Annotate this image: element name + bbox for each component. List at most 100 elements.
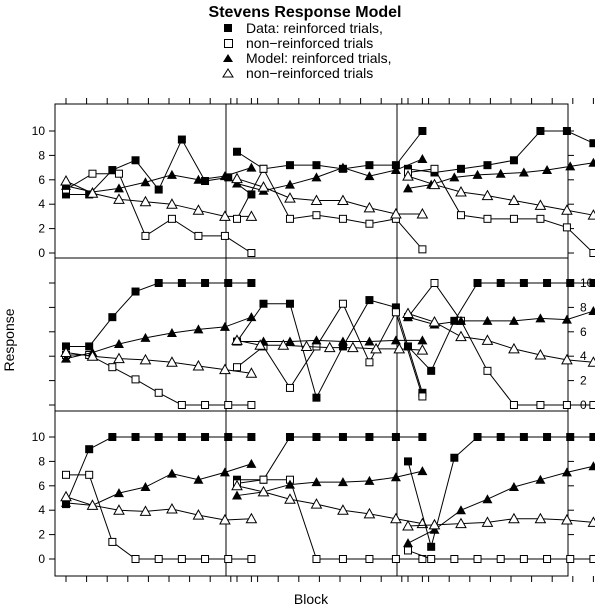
data-point-nonreinforced bbox=[233, 363, 241, 372]
model-point-reinforced bbox=[113, 339, 124, 348]
data-point-reinforced bbox=[427, 542, 436, 551]
model-point-nonreinforced bbox=[231, 172, 243, 184]
data-point-nonreinforced bbox=[418, 392, 427, 401]
model-point-nonreinforced bbox=[245, 367, 258, 378]
data-point-reinforced bbox=[418, 433, 427, 441]
model-point-nonreinforced bbox=[245, 512, 258, 524]
model-point-nonreinforced bbox=[166, 198, 178, 209]
model-reinforced-line bbox=[236, 470, 423, 497]
model-point-reinforced bbox=[403, 183, 413, 193]
data-point-nonreinforced bbox=[473, 555, 482, 563]
model-nonreinforced-line bbox=[236, 178, 423, 215]
data-point-reinforced bbox=[519, 279, 528, 287]
model-point-reinforced bbox=[337, 336, 348, 346]
data-point-nonreinforced bbox=[450, 555, 459, 563]
model-reinforced-line bbox=[407, 310, 594, 325]
y-tick-label-left: 4 bbox=[38, 503, 45, 517]
model-point-nonreinforced bbox=[86, 499, 99, 510]
data-point-nonreinforced bbox=[566, 555, 575, 563]
model-point-reinforced bbox=[588, 461, 595, 471]
model-point-nonreinforced bbox=[300, 340, 313, 351]
data-point-nonreinforced bbox=[589, 401, 595, 409]
data-point-reinforced bbox=[85, 342, 94, 351]
data-point-nonreinforced bbox=[114, 169, 123, 178]
model-reinforced-line bbox=[65, 167, 252, 193]
model-point-nonreinforced bbox=[561, 204, 573, 215]
model-point-nonreinforced bbox=[508, 342, 520, 354]
y-tick-label-left: 6 bbox=[38, 479, 45, 493]
model-nonreinforced-line bbox=[236, 485, 423, 525]
data-point-nonreinforced bbox=[247, 555, 256, 563]
data-point-nonreinforced bbox=[220, 231, 229, 240]
model-point-nonreinforced bbox=[284, 493, 296, 504]
y-tick-label-right: 2 bbox=[580, 374, 587, 388]
model-point-nonreinforced bbox=[284, 192, 296, 203]
model-point-nonreinforced bbox=[257, 181, 270, 192]
model-point-reinforced bbox=[518, 167, 529, 177]
data-point-reinforced bbox=[177, 433, 186, 441]
model-point-reinforced bbox=[364, 171, 375, 181]
data-point-reinforced bbox=[224, 279, 233, 287]
legend-marker-data-reinforced bbox=[224, 24, 232, 32]
model-point-nonreinforced bbox=[534, 512, 547, 524]
data-point-nonreinforced bbox=[247, 249, 256, 257]
y-axis-label: Response bbox=[1, 308, 17, 371]
model-point-reinforced bbox=[193, 474, 204, 484]
y-tick-label-left: 8 bbox=[38, 454, 45, 468]
data-point-nonreinforced bbox=[177, 401, 186, 409]
y-tick-label-left: 4 bbox=[38, 197, 45, 211]
y-tick-label-left: 0 bbox=[38, 246, 45, 260]
data-point-reinforced bbox=[427, 366, 436, 375]
legend-label-data-reinforced: Data: reinforced trials, bbox=[246, 20, 383, 36]
model-point-nonreinforced bbox=[561, 353, 573, 365]
data-nonreinforced-line bbox=[236, 302, 423, 397]
model-point-nonreinforced bbox=[455, 517, 467, 529]
data-point-nonreinforced bbox=[496, 555, 505, 563]
data-point-reinforced bbox=[108, 433, 117, 441]
model-point-reinforced bbox=[495, 168, 506, 178]
data-point-reinforced bbox=[473, 279, 482, 287]
data-point-reinforced bbox=[450, 316, 459, 325]
model-point-nonreinforced bbox=[192, 509, 205, 520]
data-point-reinforced bbox=[483, 161, 492, 170]
data-point-reinforced bbox=[247, 190, 256, 199]
model-point-nonreinforced bbox=[347, 341, 359, 353]
data-point-reinforced bbox=[418, 127, 427, 135]
model-point-reinforced bbox=[390, 335, 401, 345]
data-point-nonreinforced bbox=[259, 164, 268, 173]
legend-label-model-nonreinforced: non−reinforced trials bbox=[246, 65, 373, 81]
data-point-nonreinforced bbox=[88, 169, 97, 178]
model-point-reinforced bbox=[417, 335, 428, 345]
data-point-reinforced bbox=[404, 342, 412, 351]
data-point-reinforced bbox=[285, 161, 294, 170]
data-point-nonreinforced bbox=[285, 214, 294, 223]
data-reinforced-line bbox=[236, 130, 423, 170]
model-point-nonreinforced bbox=[277, 339, 290, 350]
data-point-nonreinforced bbox=[483, 214, 492, 223]
data-point-nonreinforced bbox=[141, 231, 150, 240]
data-point-nonreinforced bbox=[543, 555, 552, 563]
model-point-nonreinforced bbox=[337, 194, 349, 206]
model-point-reinforced bbox=[219, 171, 230, 181]
data-point-reinforced bbox=[589, 139, 595, 148]
model-point-reinforced bbox=[390, 472, 401, 482]
model-point-nonreinforced bbox=[428, 316, 441, 327]
data-point-nonreinforced bbox=[430, 279, 439, 287]
data-point-nonreinforced bbox=[365, 358, 374, 367]
data-point-reinforced bbox=[562, 127, 571, 135]
model-point-reinforced bbox=[61, 497, 71, 507]
panel-4 bbox=[60, 279, 258, 409]
model-point-nonreinforced bbox=[113, 504, 125, 515]
model-reinforced-line bbox=[65, 463, 252, 506]
model-point-reinforced bbox=[311, 172, 322, 182]
model-point-nonreinforced bbox=[310, 498, 323, 509]
model-point-nonreinforced bbox=[363, 201, 376, 213]
model-point-reinforced bbox=[311, 477, 322, 487]
model-point-reinforced bbox=[140, 482, 151, 492]
model-point-nonreinforced bbox=[257, 485, 270, 497]
data-point-nonreinforced bbox=[108, 363, 117, 372]
data-point-reinforced bbox=[62, 190, 70, 199]
model-point-nonreinforced bbox=[393, 342, 406, 354]
model-point-reinforced bbox=[364, 475, 375, 485]
panel-8 bbox=[231, 433, 429, 563]
